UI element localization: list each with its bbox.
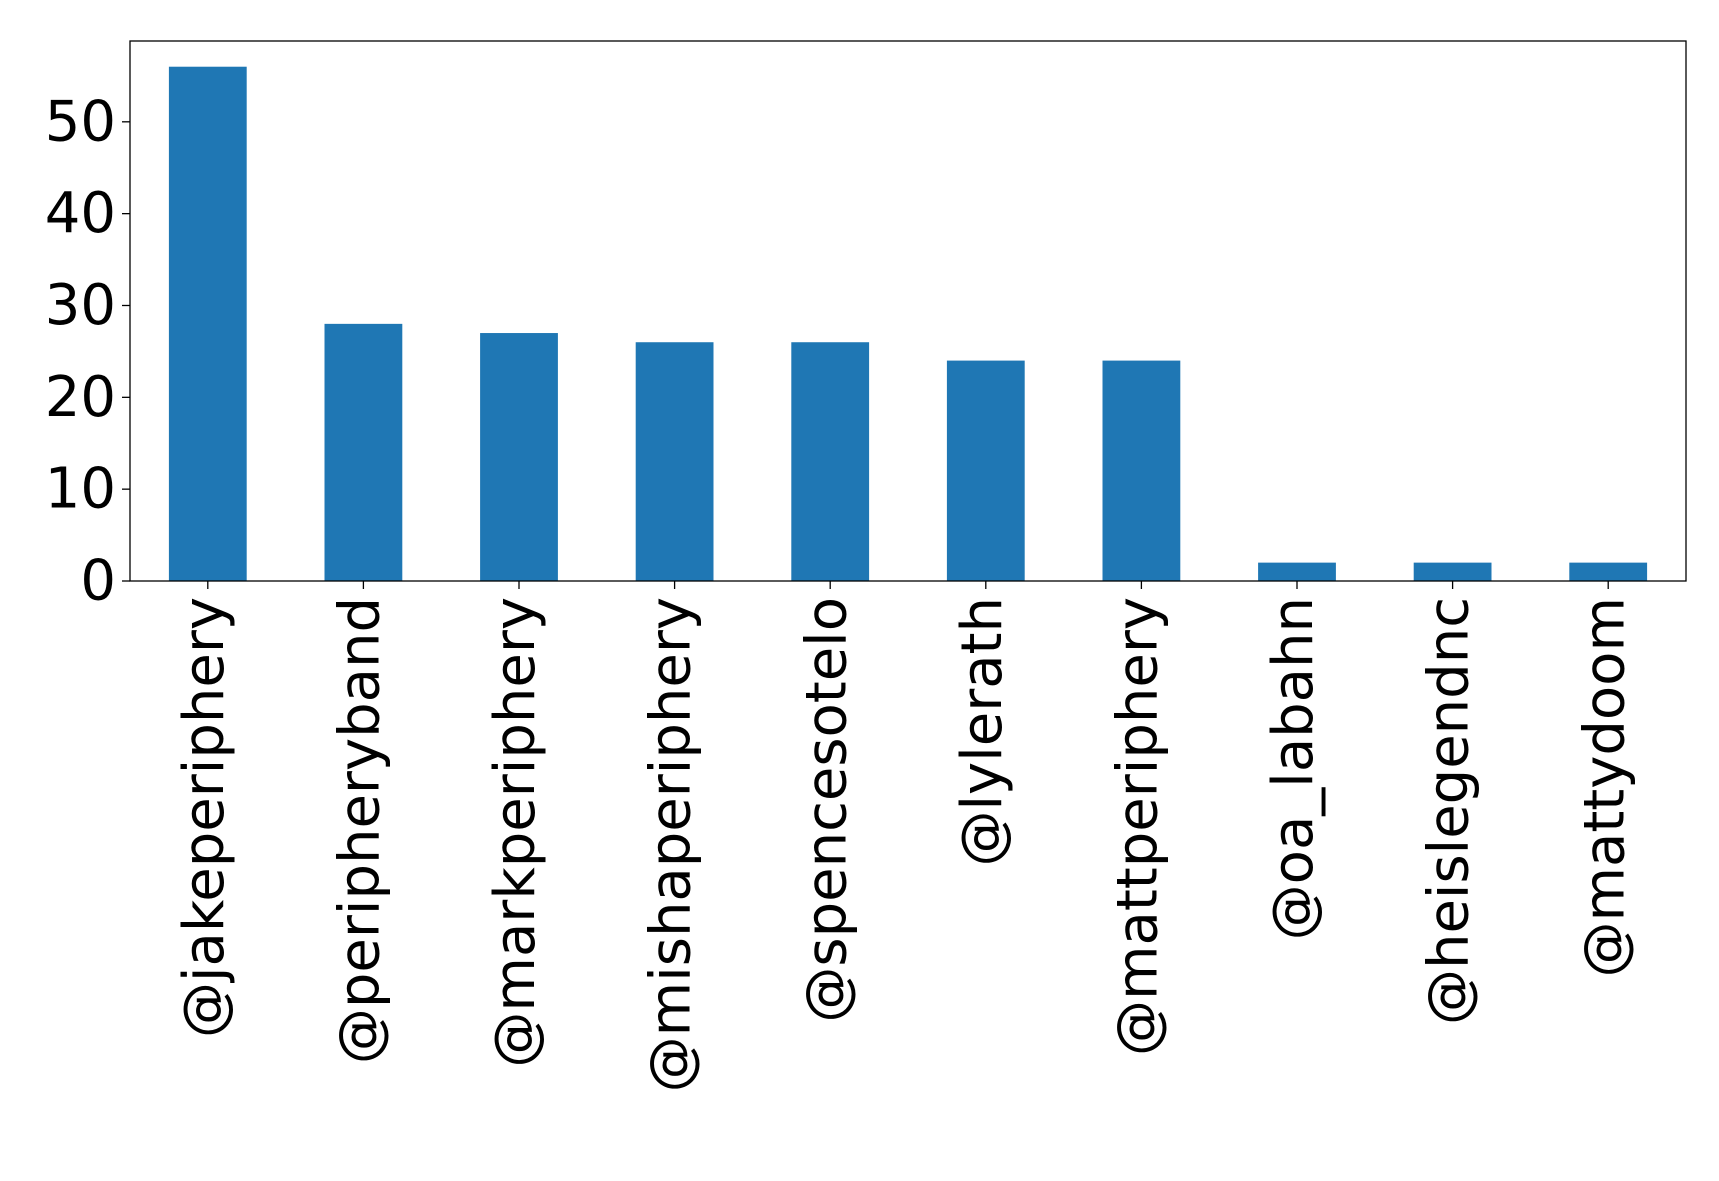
x-tick-label: @peripheryband: [328, 597, 393, 1064]
x-tick-label: @mishaperiphery: [639, 597, 704, 1092]
bar-mattydoom: [1569, 562, 1648, 581]
bar-oa-labahn: [1258, 562, 1336, 581]
x-tick-label: @jakeperiphery: [172, 597, 237, 1038]
x-tick-label: @oa_labahn: [1261, 597, 1326, 940]
y-tick-label: 50: [45, 89, 116, 154]
bar-spencesotelo: [791, 342, 870, 581]
x-tick-label: @markperiphery: [483, 597, 548, 1068]
x-tick-label: @heislegendnc: [1417, 597, 1482, 1025]
y-tick-label: 40: [45, 181, 116, 246]
y-tick-label: 20: [45, 365, 116, 430]
x-tick-label: @lylerath: [950, 597, 1015, 867]
bar-lylerath: [946, 360, 1025, 581]
y-tick-label: 30: [45, 273, 116, 338]
bar-heislegendnc: [1413, 562, 1492, 581]
plot-frame: [129, 40, 1687, 582]
bar-jakeperiphery: [168, 66, 247, 581]
bar-mattperiphery: [1102, 360, 1181, 581]
x-axis: @jakeperiphery @peripheryband @markperiphe…: [172, 581, 1637, 1092]
bar-peripheryband: [324, 323, 403, 581]
y-tick-label: 10: [45, 457, 116, 522]
x-tick-label: @mattperiphery: [1106, 597, 1171, 1056]
bar-markperiphery: [480, 333, 558, 581]
bars-layer: [168, 66, 1648, 581]
x-tick-label: @mattydoom: [1572, 597, 1637, 978]
y-tick-label: 0: [80, 549, 116, 614]
bar-mishaperiphery: [635, 342, 714, 581]
x-tick-label: @spencesotelo: [794, 597, 859, 1023]
y-axis: 0 10 20 30 40 50: [45, 89, 130, 614]
